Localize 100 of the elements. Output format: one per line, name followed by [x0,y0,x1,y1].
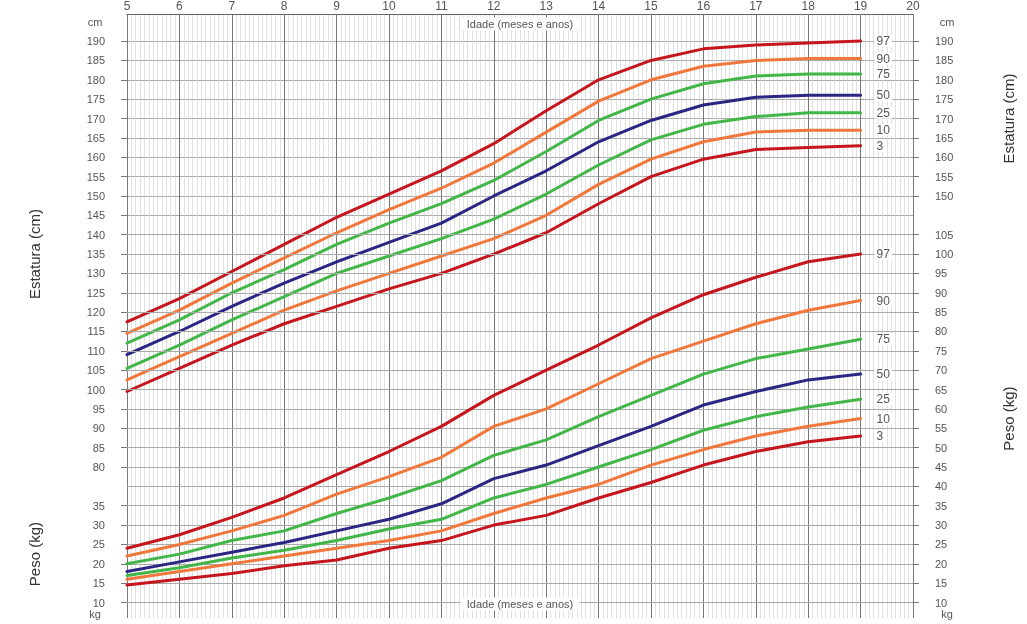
y2-tick-label: 40 [935,480,948,493]
y-tick-label: 165 [86,131,105,144]
y-tick-label: 20 [92,557,105,570]
y2-tick-label: 30 [935,519,948,532]
y-tick-label: 150 [86,189,105,202]
x-tick-label: 14 [591,0,606,13]
y-tick-label: 120 [86,306,105,319]
y-tick-label: 175 [86,93,105,106]
x-tick-label: 6 [176,0,184,13]
series-label: 3 [876,138,884,153]
y-tick-label: 25 [92,538,105,551]
y-axis-title: Estatura (cm) [25,209,43,300]
y2-axis-title: Peso (kg) [999,386,1017,451]
line-series [125,337,863,566]
y2-tick-label: 70 [935,364,948,377]
text: cm [87,16,103,28]
y-tick-label: 35 [92,499,105,512]
series-label: 3 [876,429,884,444]
y2-tick-label: 55 [935,422,948,435]
y-tick-label: 10 [92,596,105,609]
y2-tick-label: 160 [935,151,954,164]
series-label: 90 [876,51,891,66]
y2-tick-label: 180 [935,73,954,86]
x-tick-label: 18 [801,0,816,13]
y-tick-label: 90 [92,422,105,435]
series-label: 25 [876,392,891,407]
y2-tick-label: 50 [935,441,948,454]
y-tick-label: 185 [86,54,105,67]
x-tick-label: 9 [333,0,341,13]
series-label: 97 [876,247,891,262]
y2-tick-label: 80 [935,325,948,338]
x-tick-label: 19 [853,0,868,13]
y2-tick-label: 60 [935,402,948,415]
y-tick-label: 190 [86,35,105,48]
y2-tick-label: 155 [935,170,954,183]
y-tick-label: 30 [92,519,105,532]
y2-tick-label: 105 [935,228,954,241]
y-tick-label: 135 [86,248,105,261]
y-tick-label: 130 [86,267,105,280]
y2-tick-label: 90 [935,286,948,299]
y2-tick-label: 100 [935,248,954,261]
y2-tick-label: 10 [935,596,948,609]
y2-axis-title: Estatura (cm) [999,73,1017,164]
y2-tick-label: 85 [935,306,948,319]
text: cm [939,16,955,28]
x-tick-label: 12 [487,0,501,13]
y2-tick-label: 75 [935,344,948,357]
y-tick-label: 85 [92,441,105,454]
x-tick-label: 11 [435,0,448,13]
y2-tick-label: 185 [935,54,954,67]
series-label: 50 [876,367,891,382]
y-tick-label: 80 [92,461,105,473]
x-tick-label: 8 [280,0,288,13]
y2-tick-label: 65 [935,383,948,396]
y2-tick-label: 35 [935,499,948,512]
series-label: 10 [876,411,891,426]
x-axis-title: Idade (meses e anos) [466,18,574,30]
x-tick-label: 7 [228,0,236,13]
series-label: 90 [876,293,891,308]
y-tick-label: 180 [86,73,105,86]
x-tick-label: 20 [906,0,920,13]
line-series [125,299,863,558]
y2-tick-label: 170 [935,112,954,125]
y-tick-label: 145 [86,209,105,222]
y2-tick-label: 15 [935,577,948,590]
text: kg [941,608,953,620]
x-tick-label: 10 [382,0,396,13]
series-label: 75 [876,67,891,82]
x-tick-label: 5 [123,0,131,13]
y2-tick-label: 190 [935,35,954,48]
x-tick-label: 16 [696,0,711,13]
series-label: 25 [876,105,891,120]
x-tick-label: 13 [539,0,554,13]
y-tick-label: 15 [92,577,105,590]
y-tick-label: 140 [86,228,105,241]
x-tick-label: 17 [749,0,763,13]
series-label: 10 [876,123,891,138]
y2-tick-label: 150 [935,189,954,202]
y-tick-label: 170 [86,112,105,125]
y2-tick-label: 95 [935,267,948,280]
y-tick-label: 100 [86,383,105,396]
y2-tick-label: 20 [935,557,948,570]
series-label: 50 [876,88,891,103]
line-series [125,252,863,550]
y2-tick-label: 25 [935,538,948,551]
series-label: 97 [876,34,891,49]
y2-tick-label: 175 [935,93,954,106]
x-tick-label: 15 [644,0,658,13]
y-axis-title: Peso (kg) [25,522,43,587]
text: kg [89,608,101,620]
y-tick-label: 160 [86,151,105,164]
y-tick-label: 115 [87,325,105,338]
y2-tick-label: 165 [935,131,954,144]
y-tick-label: 110 [87,344,105,357]
y-tick-label: 105 [86,364,105,377]
series-label: 75 [876,332,891,347]
x-axis-title: Idade (meses e anos) [466,598,574,610]
y2-tick-label: 45 [935,461,948,473]
y-tick-label: 95 [92,402,105,415]
y-tick-label: 155 [86,170,105,183]
